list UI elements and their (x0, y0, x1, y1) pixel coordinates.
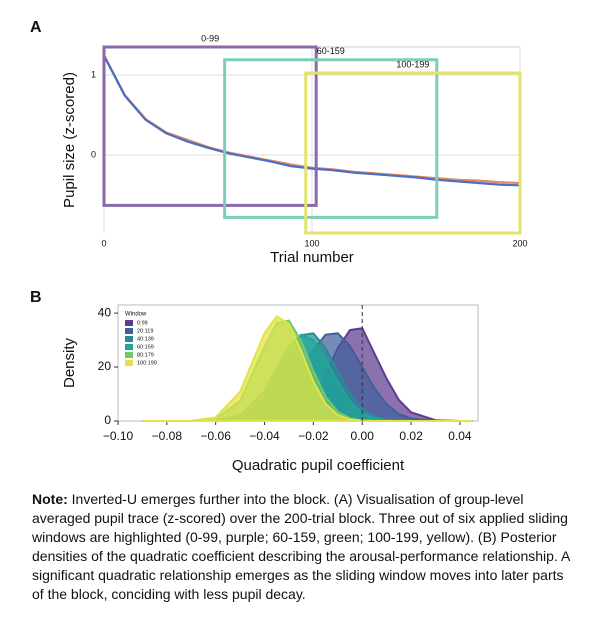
x-tick-label: 0 (101, 238, 106, 248)
window-label: 0-99 (201, 33, 219, 43)
note-text: Inverted-U emerges further into the bloc… (32, 491, 570, 602)
y-tick-label: 40 (98, 305, 112, 319)
legend-label: 40:139 (137, 336, 154, 342)
legend-label: 0:99 (137, 320, 148, 326)
window-box (102, 45, 318, 207)
legend-swatch (125, 336, 133, 342)
x-tick-label: −0.02 (298, 429, 329, 443)
y-tick-label: 0 (91, 149, 96, 159)
x-tick-label: −0.10 (103, 429, 134, 443)
legend-label: 60:159 (137, 344, 154, 350)
x-tick-label: −0.08 (152, 429, 183, 443)
x-tick-label: 0.02 (399, 429, 423, 443)
note-lead: Note: (32, 491, 68, 507)
x-tick-label: 200 (512, 238, 527, 248)
legend-swatch (125, 320, 133, 326)
legend-label: 100:199 (137, 360, 157, 366)
note: Note: Inverted-U emerges further into th… (32, 490, 577, 604)
panel-label: A (30, 19, 42, 36)
window-box (223, 58, 439, 219)
window-label: 60-159 (317, 46, 345, 56)
legend-swatch (125, 360, 133, 366)
legend-swatch (125, 328, 133, 334)
line (103, 55, 521, 187)
window-label: 100-199 (396, 59, 429, 69)
x-tick-label: 0.04 (448, 429, 472, 443)
x-tick-label: −0.04 (249, 429, 280, 443)
y-axis-title: Density (61, 337, 78, 388)
x-axis-title: Trial number (270, 249, 354, 266)
y-tick-label: 1 (91, 69, 96, 79)
legend-swatch (125, 344, 133, 350)
y-tick-label: 20 (98, 359, 112, 373)
panel-label: B (30, 289, 42, 306)
x-tick-label: −0.06 (201, 429, 232, 443)
x-tick-label: 100 (304, 238, 319, 248)
x-tick-label: 0.00 (351, 429, 375, 443)
x-axis-title: Quadratic pupil coefficient (232, 457, 405, 474)
legend-label: 20:119 (137, 328, 153, 334)
density-area (142, 314, 473, 422)
y-axis-title: Pupil size (z-scored) (61, 72, 78, 208)
legend-title: Window (125, 312, 147, 318)
y-tick-label: 0 (104, 413, 111, 427)
legend-label: 80:179 (137, 352, 154, 358)
legend-swatch (125, 352, 133, 358)
window-box (304, 71, 522, 235)
